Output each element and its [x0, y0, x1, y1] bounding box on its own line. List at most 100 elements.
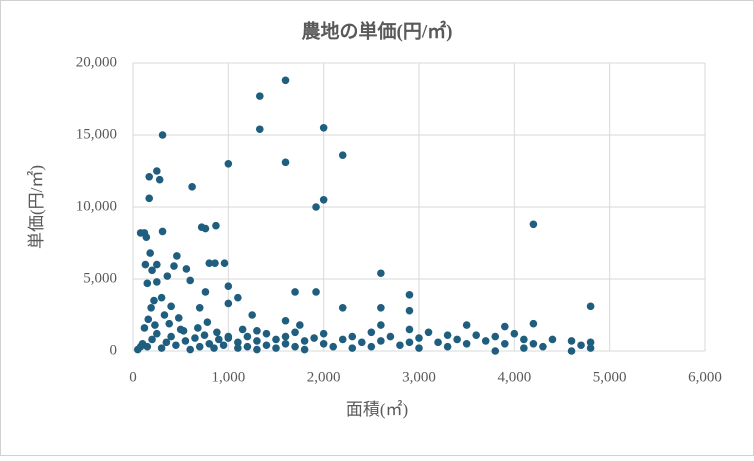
- data-point: [462, 340, 471, 348]
- x-tick-label: 1,000: [211, 369, 245, 385]
- data-point: [405, 325, 414, 334]
- data-point: [405, 306, 414, 315]
- data-point: [140, 324, 149, 332]
- data-point: [248, 311, 256, 319]
- data-point: [262, 341, 271, 350]
- x-axis-label: 面積(㎡): [346, 400, 408, 419]
- data-point: [415, 334, 423, 342]
- data-point: [167, 302, 175, 311]
- data-point: [348, 344, 357, 352]
- data-point: [481, 337, 490, 345]
- x-tick-label: 5,000: [593, 369, 627, 385]
- data-point: [281, 158, 290, 167]
- data-point: [186, 276, 194, 285]
- data-point: [255, 92, 264, 100]
- data-point: [238, 325, 247, 334]
- data-point: [405, 291, 414, 299]
- data-point: [443, 331, 452, 339]
- data-point: [491, 332, 500, 341]
- data-point: [377, 321, 385, 329]
- data-point: [224, 160, 233, 168]
- data-point: [144, 315, 153, 324]
- data-point: [136, 342, 145, 351]
- data-point: [539, 342, 547, 351]
- data-point: [405, 338, 414, 347]
- data-point: [215, 335, 223, 344]
- data-point: [181, 337, 190, 345]
- data-point: [586, 302, 595, 311]
- data-point: [312, 288, 320, 296]
- data-point: [234, 293, 242, 302]
- y-axis-label: 単価(円/㎡): [27, 165, 46, 249]
- data-point: [434, 338, 442, 347]
- data-point: [529, 319, 538, 328]
- data-point: [291, 342, 299, 351]
- data-point: [262, 329, 271, 338]
- data-point: [415, 344, 423, 352]
- data-point: [291, 328, 299, 337]
- data-point: [348, 332, 357, 341]
- data-point: [243, 332, 252, 341]
- data-point: [338, 304, 347, 312]
- data-point: [501, 340, 509, 348]
- data-point: [153, 278, 161, 286]
- data-point: [163, 272, 172, 280]
- data-point: [319, 340, 328, 348]
- data-point: [319, 124, 328, 132]
- data-point: [243, 342, 252, 351]
- data-point: [472, 331, 481, 339]
- data-point: [224, 299, 233, 308]
- data-point: [172, 341, 180, 350]
- chart-title: 農地の単価(円/㎡): [302, 19, 453, 42]
- data-point: [148, 266, 156, 275]
- data-point: [367, 342, 376, 351]
- x-tick-label: 0: [129, 369, 137, 385]
- data-point: [510, 329, 519, 338]
- y-tick-label: 20,000: [76, 54, 117, 70]
- data-point: [211, 259, 219, 267]
- data-point: [188, 183, 196, 191]
- data-point: [520, 335, 528, 344]
- data-point: [338, 335, 347, 344]
- data-point: [205, 259, 214, 267]
- data-point: [213, 328, 221, 337]
- data-point: [153, 260, 161, 269]
- data-point: [491, 347, 500, 355]
- data-point: [312, 203, 320, 211]
- data-point: [195, 342, 204, 351]
- data-point: [224, 282, 233, 291]
- data-point: [443, 342, 452, 351]
- data-point: [548, 335, 557, 344]
- data-point: [253, 337, 261, 345]
- data-point: [501, 322, 509, 331]
- data-point: [203, 318, 212, 327]
- data-point: [377, 337, 385, 345]
- data-point: [377, 269, 385, 278]
- data-point: [234, 344, 242, 352]
- data-point: [310, 334, 318, 342]
- data-point: [143, 342, 152, 351]
- data-point: [367, 328, 376, 337]
- data-point: [319, 329, 328, 338]
- data-point: [272, 335, 280, 344]
- data-point: [201, 224, 210, 233]
- data-point: [386, 332, 395, 341]
- data-point: [153, 329, 161, 338]
- data-point: [567, 337, 576, 345]
- data-point: [182, 265, 191, 273]
- x-tick-label: 6,000: [688, 369, 722, 385]
- data-point: [300, 337, 309, 345]
- data-point: [234, 338, 242, 347]
- data-point: [424, 328, 433, 337]
- data-point: [220, 259, 229, 267]
- data-point: [319, 196, 328, 204]
- data-point: [281, 76, 290, 85]
- y-tick-label: 5,000: [83, 270, 117, 286]
- data-point: [143, 279, 152, 288]
- data-point: [142, 233, 151, 242]
- data-point: [145, 194, 154, 203]
- data-point: [148, 335, 156, 344]
- data-point: [147, 304, 155, 312]
